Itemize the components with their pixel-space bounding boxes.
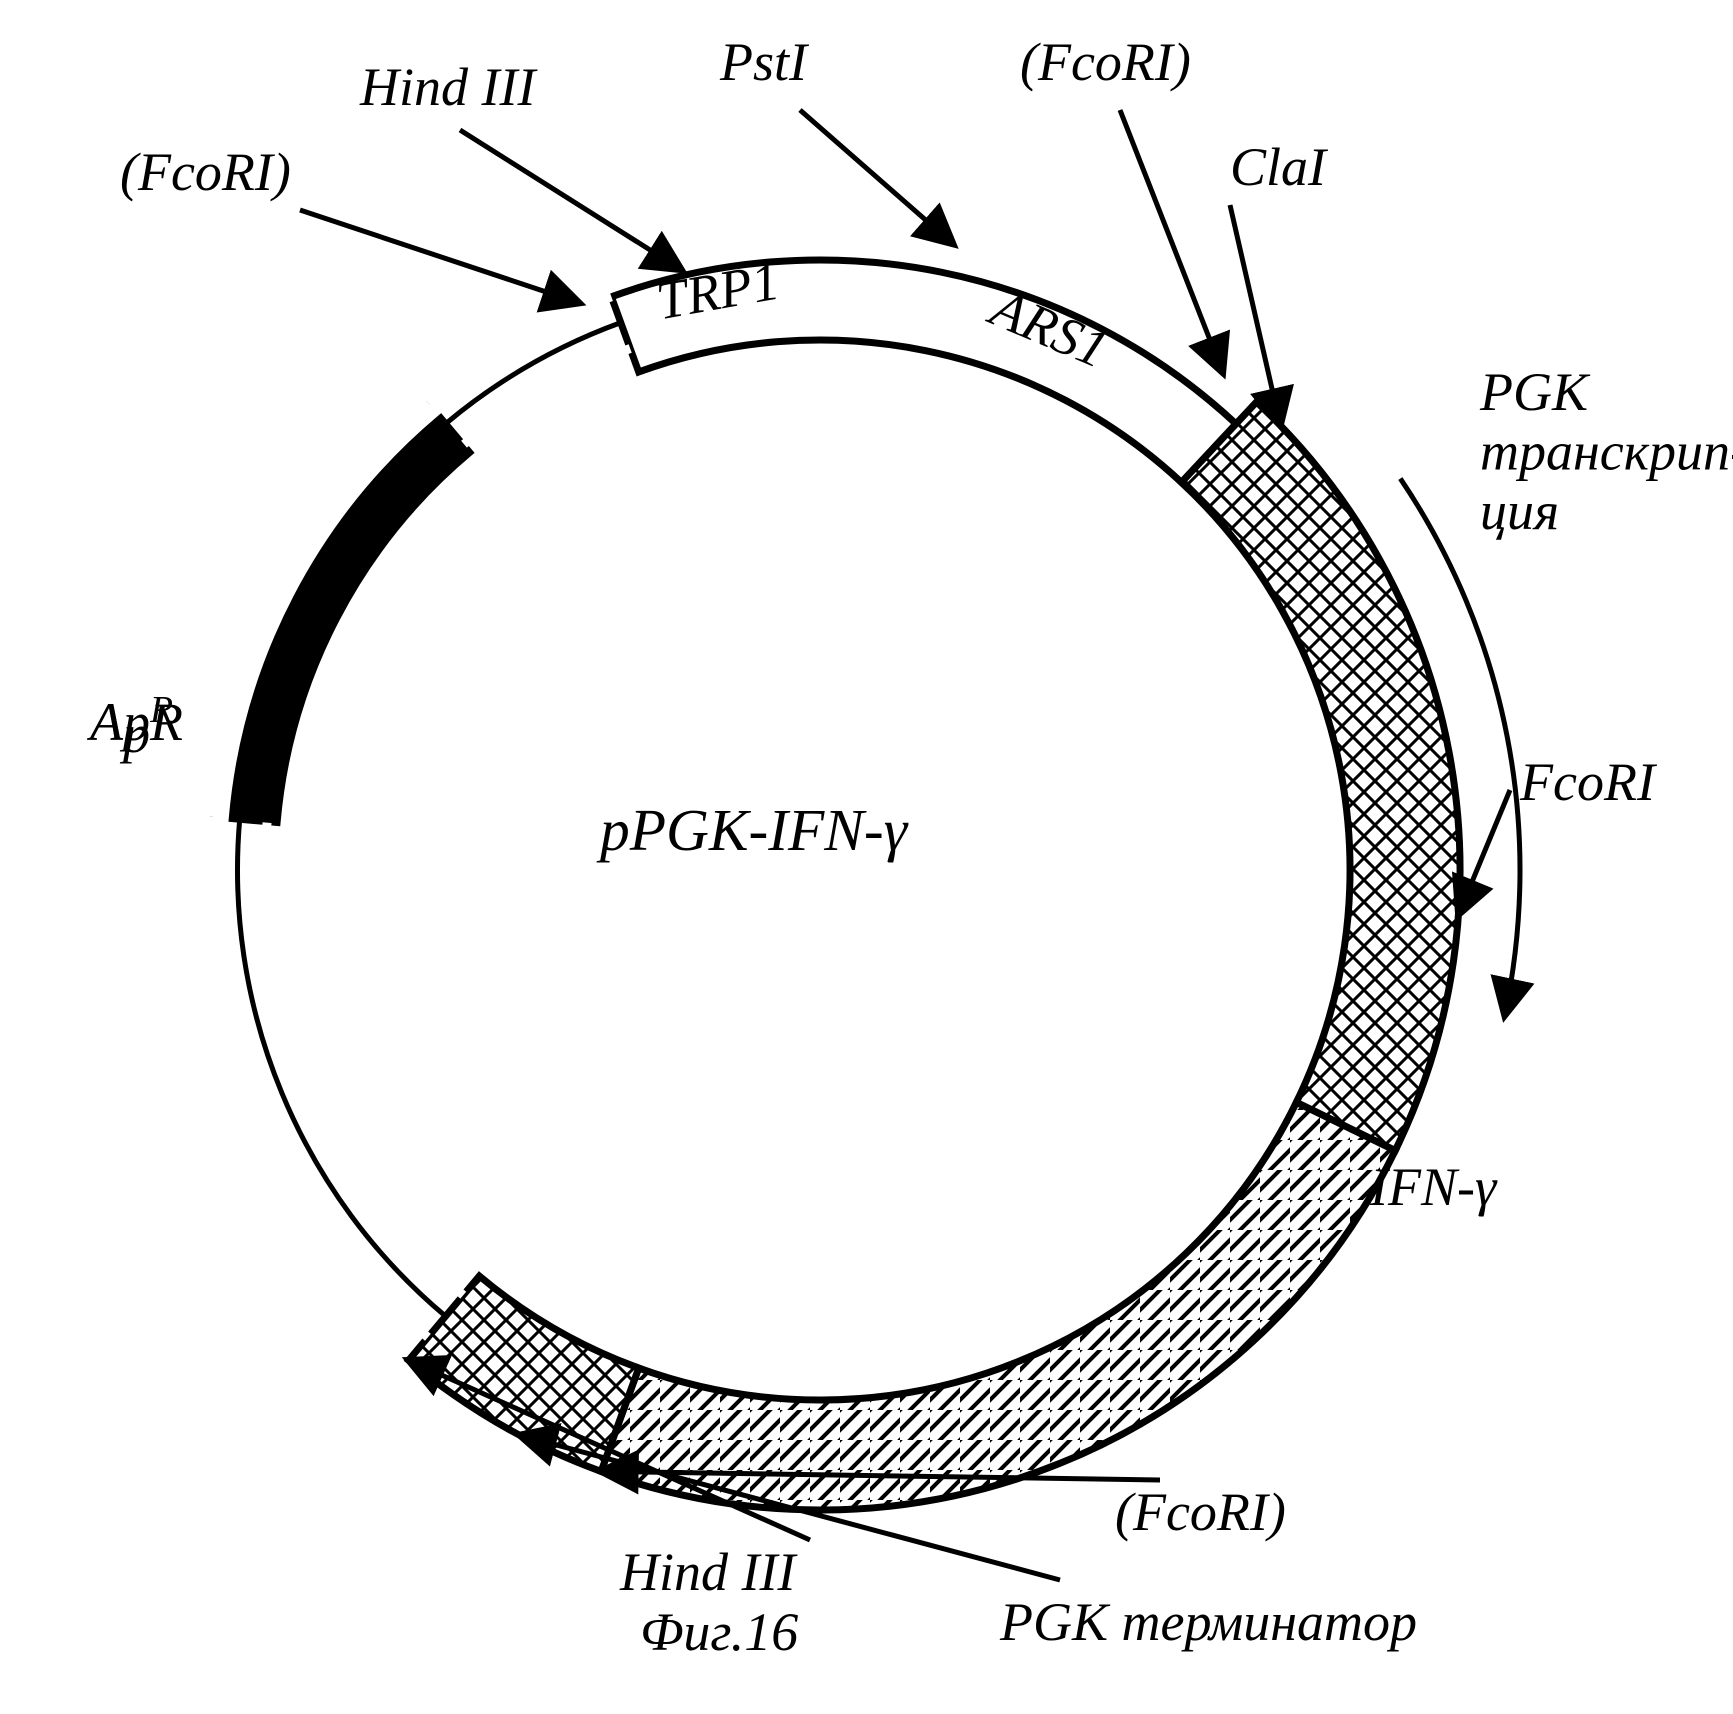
fcori-1-arrow-label: (FcoRI) [120, 142, 291, 202]
fcori-right-arrow [1458, 790, 1510, 915]
plasmid-name: pPGK-IFN-γ [596, 797, 909, 863]
fcori-1-arrow [300, 210, 579, 303]
fcori-2-arrow-label: (FcoRI) [1020, 32, 1191, 92]
pst1-arrow [800, 110, 953, 244]
inner-ring-mask-1 [265, 822, 463, 1296]
hind3-top-arrow-label: Hind III [359, 57, 538, 117]
cla1-arrow-label: ClaI [1230, 137, 1329, 197]
outer-ring-mask-2 [428, 297, 611, 403]
hind3-bottom-arrow-label: Hind III [619, 1542, 798, 1602]
pgk-transcription-label: PGK [1479, 362, 1591, 422]
fcori-right-arrow-label: FcoRI [1519, 752, 1658, 812]
pgk-transcription-label: ция [1480, 481, 1559, 541]
outer-ring-mask-1 [210, 817, 428, 1337]
pst1-arrow-label: PstI [719, 32, 810, 92]
figure-caption: Фиг.16 [640, 1602, 798, 1662]
pgk-transcription-label: транскрип- [1480, 421, 1733, 481]
pgk-promoter-segment [1181, 402, 1460, 1151]
ifn-gamma-segment [601, 1102, 1395, 1510]
fcori-bottom-arrow-label: (FcoRI) [1115, 1482, 1286, 1542]
fcori-2-arrow [1120, 110, 1223, 373]
ifn-gamma-label: IFN-γ [1369, 1157, 1498, 1217]
pgk-terminator-label: PGK терминатор [999, 1592, 1417, 1652]
cla1-arrow [1230, 205, 1280, 425]
hind3-top-arrow [460, 130, 681, 270]
